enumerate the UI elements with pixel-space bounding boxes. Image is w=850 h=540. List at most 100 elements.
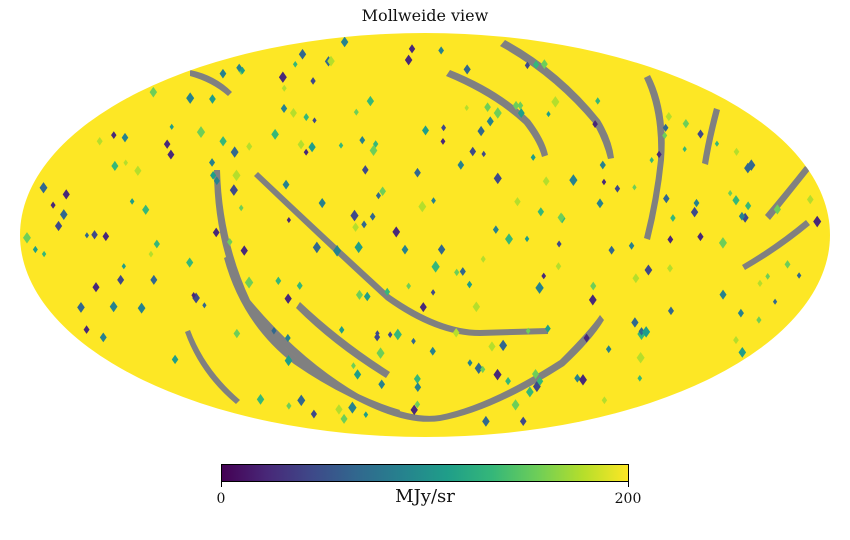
pixel-speckle (406, 282, 412, 290)
pixel-speckle (493, 368, 502, 381)
pixel-speckle (244, 276, 254, 289)
pixel-speckle (219, 68, 227, 79)
pixel-speckle (511, 399, 520, 411)
pixel-speckle (256, 394, 265, 405)
pixel-speckle (644, 264, 653, 276)
pixel-speckle (378, 379, 386, 390)
pixel-speckle (719, 289, 727, 300)
pixel-speckle (310, 409, 317, 419)
masked-stripe (254, 172, 548, 336)
pixel-speckle (298, 48, 307, 60)
pixel-speckle (186, 257, 194, 268)
pixel-speckle (289, 107, 297, 118)
pixel-speckle (372, 140, 379, 148)
pixel-speckle (292, 60, 298, 68)
pixel-speckle (784, 260, 791, 269)
pixel-speckle (540, 59, 548, 70)
pixel-speckle (150, 274, 158, 285)
pixel-speckle (284, 293, 292, 304)
pixel-speckle (682, 119, 690, 129)
pixel-speckle (335, 404, 343, 415)
masked-stripe (644, 75, 665, 240)
pixel-speckle (632, 273, 640, 284)
pixel-speckle (163, 139, 171, 149)
pixel-speckle (419, 302, 427, 313)
pixel-speckle (484, 102, 491, 112)
pixel-speckle (369, 212, 376, 221)
pixel-speckle (441, 124, 447, 132)
masked-stripe (296, 302, 390, 378)
pixel-speckle (384, 287, 391, 296)
pixel-speckle (590, 281, 597, 291)
colorbar-tick-max (628, 482, 629, 487)
pixel-speckle (340, 413, 348, 424)
pixel-speckle (718, 237, 727, 249)
pixel-speckle (392, 226, 401, 238)
pixel-speckle (524, 61, 530, 70)
pixel-speckle (493, 172, 502, 185)
pixel-speckle (422, 125, 430, 136)
pixel-speckle (532, 368, 540, 379)
pixel-speckle (230, 146, 239, 158)
pixel-speckle (41, 250, 47, 258)
pixel-speckle (312, 241, 321, 254)
pixel-speckle (530, 153, 536, 161)
pixel-speckle (745, 201, 752, 211)
pixel-speckle (333, 245, 342, 257)
pixel-speckle (492, 225, 499, 234)
pixel-speckle (517, 108, 525, 118)
pixel-speckle (542, 176, 550, 186)
pixel-speckle (280, 103, 288, 114)
pixel-speckle (355, 289, 364, 300)
pixel-speckle (667, 264, 673, 273)
pixel-speckle (493, 107, 502, 119)
pixel-speckle (226, 237, 233, 246)
pixel-speckle (310, 77, 316, 85)
pixel-speckle (238, 204, 244, 212)
mollweide-map (20, 33, 830, 437)
pixel-speckle (213, 176, 220, 186)
masked-stripe (190, 70, 232, 96)
pixel-speckle (727, 189, 733, 197)
pixel-speckle (284, 355, 293, 367)
pixel-speckle (50, 201, 56, 209)
pixel-speckle (281, 84, 287, 92)
pixel-speckle (297, 139, 305, 150)
pixel-speckle (404, 54, 413, 66)
pixel-speckle (84, 232, 90, 239)
pixel-speckle (375, 191, 381, 200)
pixel-speckle (454, 268, 460, 277)
pixel-speckle (229, 184, 238, 196)
masked-stripe (742, 220, 810, 270)
pixel-speckle (278, 71, 287, 83)
pixel-speckle (83, 325, 90, 334)
pixel-speckle (111, 160, 119, 171)
pixel-speckle (813, 215, 822, 228)
pixel-speckle (374, 332, 381, 342)
pixel-speckle (480, 255, 486, 263)
pixel-speckle (544, 324, 551, 333)
pixel-speckle (414, 167, 421, 178)
pixel-speckle (429, 346, 436, 356)
pixel-speckle (466, 280, 473, 289)
plot-title: Mollweide view (361, 6, 489, 25)
sky-ellipse (20, 33, 830, 437)
pixel-speckle (638, 327, 645, 336)
pixel-speckle (459, 267, 466, 276)
pixel-speckle (121, 263, 126, 270)
pixel-speckle (741, 212, 749, 223)
pixel-speckle (525, 327, 531, 335)
pixel-speckle (467, 359, 473, 367)
pixel-speckle (551, 96, 560, 108)
pixel-speckle (362, 165, 369, 175)
pixel-speckle (663, 193, 670, 204)
pixel-speckle (327, 55, 335, 67)
pixel-speckle (233, 328, 241, 339)
pixel-speckle (469, 146, 477, 157)
pixel-speckle (505, 376, 511, 386)
pixel-speckle (533, 60, 540, 70)
pixel-speckle (557, 212, 565, 223)
pixel-speckle (240, 245, 248, 256)
pixel-speckle (592, 120, 598, 129)
pixel-speckle (667, 306, 674, 316)
